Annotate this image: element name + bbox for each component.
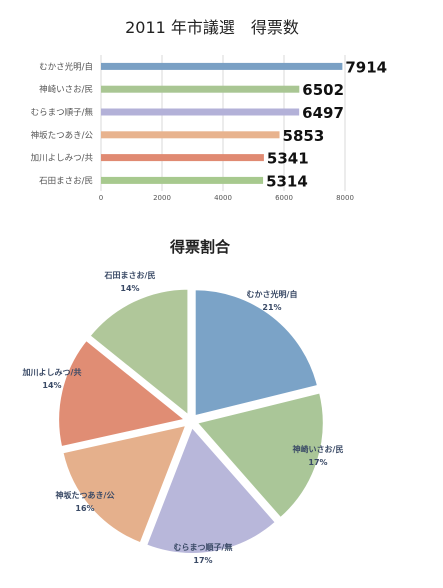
pie-slice-label: むらまつ順子/無	[174, 542, 233, 552]
pie-slice	[61, 423, 189, 545]
bar-x-tick-label: 2000	[153, 194, 171, 202]
pie-slice	[193, 288, 320, 418]
bar-category-label: 神坂たつあき/公	[31, 130, 94, 141]
bar-chart-grid	[100, 55, 346, 191]
bar-chart-bars	[101, 62, 343, 184]
pie-slice	[194, 391, 325, 520]
bar	[101, 62, 343, 70]
bar-value-label: 6497	[302, 104, 344, 122]
bar-category-label: 加川よしみつ/共	[31, 153, 94, 164]
bar-x-tick-label: 4000	[214, 194, 232, 202]
pie-slice	[88, 287, 190, 418]
bar-x-tick-label: 8000	[336, 194, 354, 202]
pie-slice-label: 石田まさお/民	[104, 271, 156, 280]
bar	[101, 154, 264, 162]
bar-x-tick-label: 6000	[275, 194, 293, 202]
bar-value-label: 5314	[266, 172, 308, 190]
pie-slice-percent: 21%	[262, 303, 281, 312]
pie-chart-title: 得票割合	[169, 238, 231, 256]
pie-chart-labels: むかさ光明/自 21% 神崎いさお/民 17% むらまつ順子/無 17% 神坂たつあき/公 1…	[22, 271, 344, 565]
pie-slice-percent: 14%	[42, 381, 61, 390]
bar-value-label: 7914	[345, 58, 387, 76]
bar	[101, 176, 264, 184]
pie-slice-percent: 17%	[308, 458, 327, 467]
bar-value-label: 5853	[283, 127, 325, 145]
pie-slice-percent: 17%	[193, 556, 212, 565]
pie-slice-percent: 14%	[120, 284, 139, 293]
pie-slice	[57, 338, 188, 449]
bar-category-label: 石田まさお/民	[39, 176, 93, 186]
bar-chart-x-ticks: 0 2000 4000 6000 8000	[99, 194, 354, 202]
bar-value-label: 5341	[267, 150, 309, 168]
pie-chart-slices	[57, 287, 325, 555]
bar	[101, 85, 300, 93]
pie-slice-label: 加川よしみつ/共	[22, 367, 82, 377]
bar	[101, 108, 300, 116]
pie-slice-label: 神坂たつあき/公	[56, 490, 115, 500]
bar-chart-title: 2011 年市議選 得票数	[125, 18, 299, 37]
bar-x-tick-label: 0	[99, 194, 103, 202]
pie-slice-label: 神崎いさお/民	[293, 444, 344, 454]
bar-category-label: むかさ光明/自	[39, 61, 93, 72]
bar-value-label: 6502	[302, 81, 344, 99]
pie-slice	[144, 425, 278, 555]
bar-category-label: 神崎いさお/民	[39, 84, 93, 95]
pie-slice-percent: 16%	[75, 504, 94, 513]
bar-chart-category-labels: むかさ光明/自神崎いさお/民むらまつ順子/無神坂たつあき/公加川よしみつ/共石田…	[31, 61, 94, 186]
bar	[101, 131, 280, 139]
pie-slice-label: むかさ光明/自	[247, 289, 298, 299]
bar-category-label: むらまつ順子/無	[31, 107, 94, 118]
